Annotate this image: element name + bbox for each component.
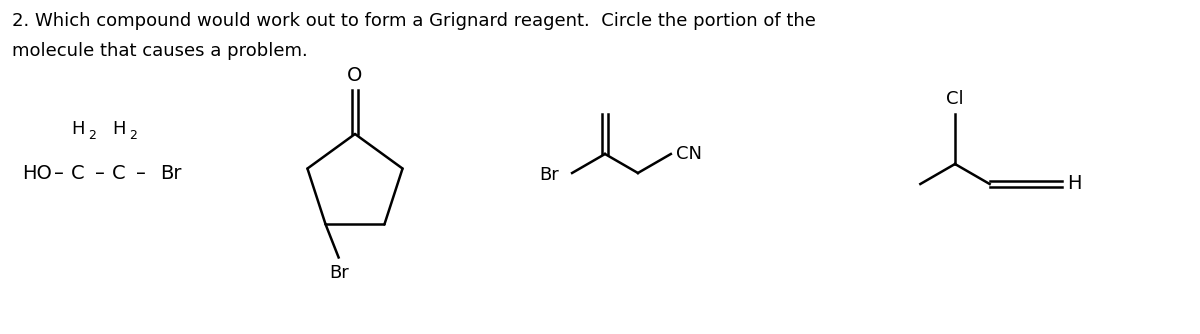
Text: C: C bbox=[112, 165, 126, 183]
Text: Cl: Cl bbox=[946, 90, 964, 108]
Text: CN: CN bbox=[676, 145, 702, 163]
Text: C: C bbox=[71, 165, 85, 183]
Text: molecule that causes a problem.: molecule that causes a problem. bbox=[12, 42, 307, 60]
Text: Br: Br bbox=[160, 165, 181, 183]
Text: HO: HO bbox=[22, 165, 52, 183]
Text: –: – bbox=[136, 165, 146, 183]
Text: –: – bbox=[54, 165, 64, 183]
Text: Br: Br bbox=[539, 166, 559, 184]
Text: Br: Br bbox=[330, 265, 349, 283]
Text: H: H bbox=[113, 120, 126, 138]
Text: 2. Which compound would work out to form a Grignard reagent.  Circle the portion: 2. Which compound would work out to form… bbox=[12, 12, 816, 30]
Text: 2: 2 bbox=[88, 129, 96, 142]
Text: 2: 2 bbox=[130, 129, 137, 142]
Text: –: – bbox=[95, 165, 104, 183]
Text: O: O bbox=[347, 66, 362, 85]
Text: H: H bbox=[71, 120, 85, 138]
Text: H: H bbox=[1067, 174, 1081, 193]
